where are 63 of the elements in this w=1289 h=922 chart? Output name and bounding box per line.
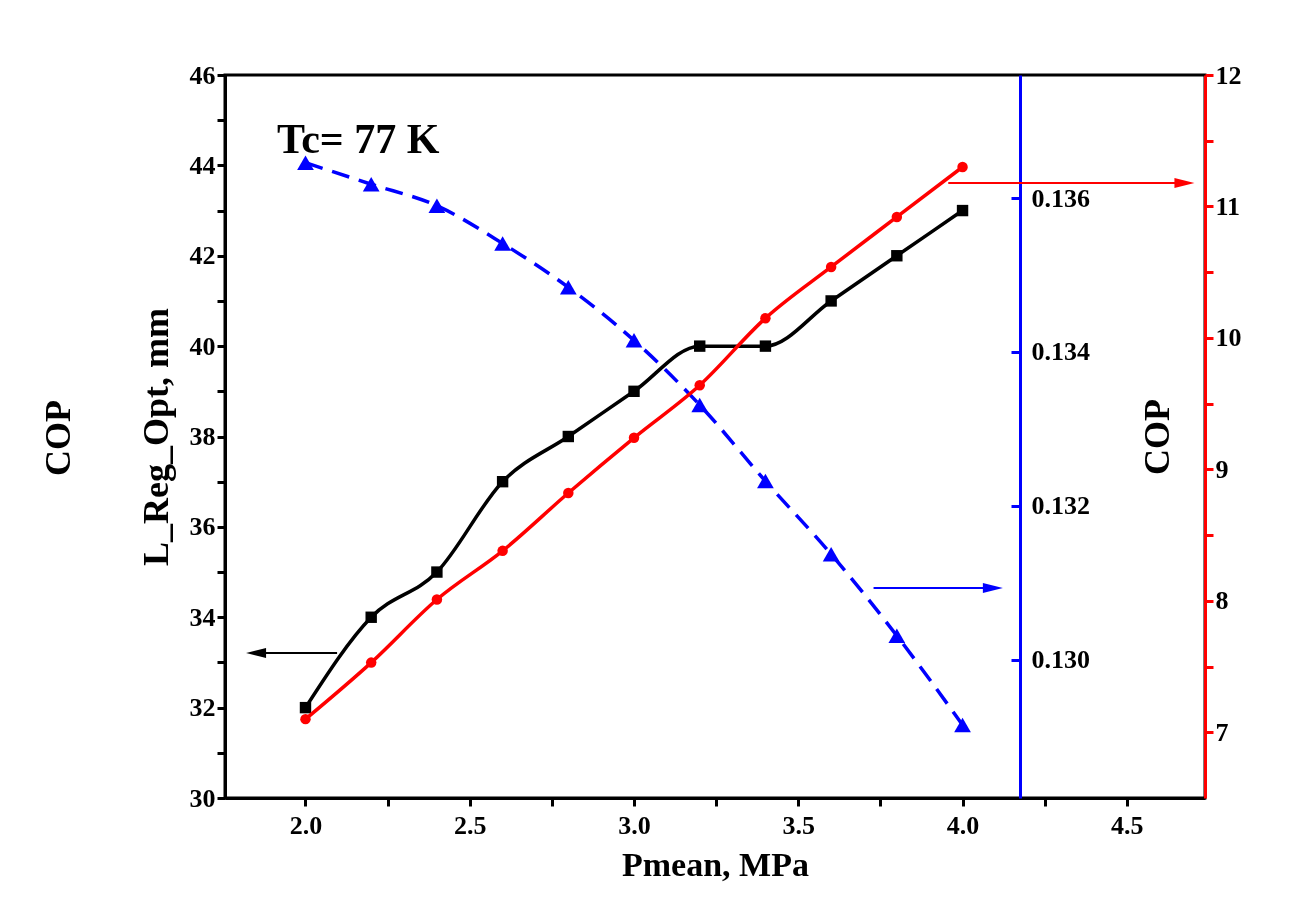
y-tick-label: 32: [189, 693, 216, 723]
point: [694, 340, 706, 352]
y-tick-label: 46: [189, 60, 216, 90]
point: [891, 211, 903, 223]
y3-tick-label: 7: [1215, 717, 1229, 747]
point: [628, 432, 640, 444]
point: [891, 250, 903, 262]
y3-tick-label: 9: [1215, 454, 1229, 484]
point: [628, 385, 640, 398]
point: [562, 430, 575, 443]
y-tick-label: 38: [189, 422, 216, 451]
point: [954, 717, 971, 733]
annotation: Tc= 77 K: [277, 115, 440, 163]
text: COP: [37, 399, 79, 476]
point: [957, 161, 968, 173]
y2-tick-label: 0.132: [1031, 491, 1090, 521]
point: [299, 701, 312, 714]
point: [362, 176, 380, 192]
x-tick-label: 3.5: [782, 810, 816, 840]
point: [825, 261, 837, 273]
point: [691, 397, 709, 413]
y3-tick-label: 8: [1215, 586, 1229, 616]
point: [759, 340, 772, 352]
point: [694, 380, 705, 391]
y-tick-label: 36: [189, 512, 216, 542]
x-axis-title: Pmean, MPa: [622, 845, 809, 883]
point: [365, 611, 377, 623]
point: [956, 204, 969, 217]
y3-tick-label: 10: [1215, 323, 1242, 353]
x-tick-label: 4.5: [1111, 810, 1144, 840]
point: [297, 155, 314, 170]
y2-tick-label: 0.134: [1031, 337, 1090, 367]
y-tick-label: 44: [189, 150, 216, 180]
point: [496, 475, 509, 488]
y2-tick-label: 0.136: [1031, 183, 1090, 213]
x-tick-label: 3.0: [618, 810, 651, 840]
point: [497, 545, 508, 557]
point: [625, 333, 643, 348]
y-tick-label: 30: [189, 783, 216, 813]
point: [494, 236, 511, 251]
y-tick-label: 34: [189, 602, 216, 632]
x-tick-label: 2.0: [289, 810, 323, 840]
x-tick-label: 4.0: [946, 810, 980, 840]
y3-axis-title: COP: [1136, 399, 1177, 475]
point: [760, 312, 771, 324]
point: [757, 473, 774, 489]
x-tick-label: 2.5: [454, 810, 487, 840]
point: [428, 198, 446, 213]
y3-tick-label: 12: [1215, 60, 1242, 90]
y-tick-label: 40: [189, 331, 216, 361]
point: [365, 657, 377, 668]
y3-tick-label: 11: [1215, 191, 1241, 221]
point: [822, 546, 840, 562]
point: [431, 566, 443, 578]
point: [559, 280, 577, 295]
point: [300, 713, 311, 725]
point: [825, 295, 837, 307]
point: [431, 594, 443, 605]
y-axis-title: L_Reg_Opt, mm: [135, 308, 176, 566]
point: [563, 487, 574, 499]
y-tick-label: 42: [189, 241, 216, 271]
point: [888, 628, 906, 643]
y2-tick-label: 0.130: [1031, 645, 1090, 675]
